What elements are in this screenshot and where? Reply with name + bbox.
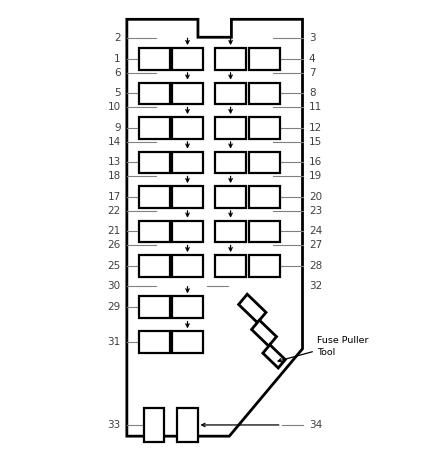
Text: 4: 4 — [309, 54, 315, 64]
Bar — [172, 331, 203, 353]
Bar — [215, 186, 246, 207]
Text: 1: 1 — [114, 54, 120, 64]
Bar — [172, 48, 203, 69]
Bar — [172, 117, 203, 138]
Text: 32: 32 — [309, 281, 322, 291]
Bar — [172, 255, 203, 276]
Text: 6: 6 — [114, 68, 120, 78]
Bar — [248, 117, 280, 138]
Bar — [252, 320, 277, 346]
Text: 11: 11 — [309, 102, 322, 112]
Bar — [215, 83, 246, 104]
Bar — [139, 117, 170, 138]
Bar — [178, 408, 197, 442]
Text: 19: 19 — [309, 171, 322, 181]
Text: 5: 5 — [114, 88, 120, 98]
Text: 18: 18 — [107, 171, 120, 181]
Text: 27: 27 — [309, 240, 322, 250]
Text: 7: 7 — [309, 68, 315, 78]
Text: 34: 34 — [309, 420, 322, 430]
Bar — [172, 83, 203, 104]
Text: 23: 23 — [309, 206, 322, 216]
Bar — [172, 221, 203, 242]
Bar — [215, 117, 246, 138]
Bar — [139, 152, 170, 173]
Bar — [139, 296, 170, 318]
Text: 24: 24 — [309, 226, 322, 236]
Bar — [263, 345, 285, 368]
Text: Fuse Puller
Tool: Fuse Puller Tool — [317, 336, 369, 357]
Text: 21: 21 — [107, 226, 120, 236]
Bar — [139, 83, 170, 104]
Bar — [215, 221, 246, 242]
Text: 12: 12 — [309, 123, 322, 133]
Bar — [248, 255, 280, 276]
Text: 3: 3 — [309, 33, 315, 43]
Text: 14: 14 — [107, 137, 120, 147]
Text: 33: 33 — [107, 420, 120, 430]
Bar — [248, 186, 280, 207]
Text: 9: 9 — [114, 123, 120, 133]
Bar — [248, 221, 280, 242]
Text: 25: 25 — [107, 261, 120, 271]
Text: 13: 13 — [107, 157, 120, 167]
Text: 28: 28 — [309, 261, 322, 271]
Bar — [215, 48, 246, 69]
Bar — [215, 255, 246, 276]
Bar — [139, 331, 170, 353]
Text: 20: 20 — [309, 192, 322, 202]
Text: 16: 16 — [309, 157, 322, 167]
Bar — [172, 186, 203, 207]
Text: 22: 22 — [107, 206, 120, 216]
Text: 31: 31 — [107, 337, 120, 347]
Bar — [248, 152, 280, 173]
Text: 2: 2 — [114, 33, 120, 43]
Bar — [248, 48, 280, 69]
Text: 30: 30 — [107, 281, 120, 291]
Text: 10: 10 — [107, 102, 120, 112]
Text: 29: 29 — [107, 302, 120, 312]
Bar — [172, 152, 203, 173]
Bar — [139, 221, 170, 242]
Bar — [144, 408, 164, 442]
Text: 15: 15 — [309, 137, 322, 147]
Text: 17: 17 — [107, 192, 120, 202]
Bar — [172, 296, 203, 318]
Text: 26: 26 — [107, 240, 120, 250]
Bar — [139, 48, 170, 69]
Bar — [215, 152, 246, 173]
Bar — [139, 255, 170, 276]
Bar — [239, 294, 266, 322]
Bar — [248, 83, 280, 104]
Bar — [139, 186, 170, 207]
Text: 8: 8 — [309, 88, 315, 98]
